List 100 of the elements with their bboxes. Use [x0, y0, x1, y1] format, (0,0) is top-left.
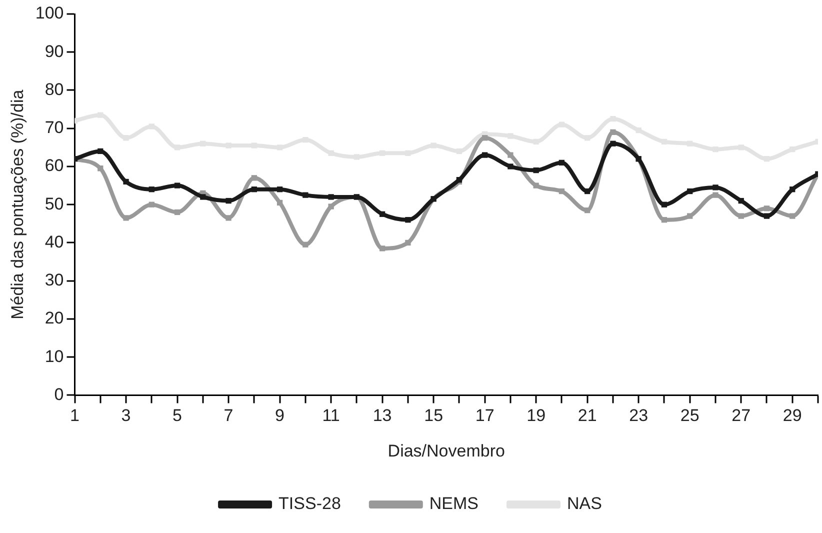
- point: [302, 192, 308, 198]
- point: [276, 186, 283, 192]
- point: [251, 142, 257, 148]
- point: [226, 215, 232, 221]
- point: [200, 194, 206, 200]
- point: [430, 142, 436, 148]
- point: [226, 198, 232, 204]
- point: [251, 186, 257, 192]
- point: [533, 182, 539, 188]
- point: [790, 186, 796, 192]
- x-tick-label: 13: [372, 406, 392, 426]
- point: [738, 144, 744, 150]
- x-axis-title: Dias/Novembro: [388, 441, 505, 460]
- point: [558, 122, 565, 128]
- point: [148, 124, 154, 130]
- y-tick-label: 20: [44, 308, 64, 328]
- point: [174, 144, 180, 150]
- point: [712, 184, 718, 190]
- point: [123, 135, 129, 141]
- y-tick-label: 60: [44, 156, 64, 176]
- point: [276, 144, 283, 150]
- point: [123, 178, 129, 185]
- point: [148, 202, 154, 208]
- point: [584, 188, 590, 194]
- x-tick-label: 11: [322, 406, 340, 426]
- point: [405, 150, 411, 156]
- line-series: [74, 112, 818, 162]
- point: [661, 138, 668, 145]
- y-tick-label: 70: [44, 118, 64, 138]
- point: [687, 188, 693, 194]
- y-tick-label: 50: [44, 194, 64, 214]
- point: [174, 182, 180, 188]
- point: [251, 175, 257, 181]
- legend-label: NEMS: [429, 494, 479, 514]
- x-tick-label: 17: [475, 406, 494, 426]
- point: [482, 135, 488, 141]
- x-tick-label: 1: [70, 406, 80, 426]
- point: [712, 192, 718, 198]
- y-tick-label: 30: [44, 270, 64, 290]
- point: [226, 142, 232, 148]
- point: [482, 152, 488, 158]
- x-tick-label: 15: [424, 406, 444, 426]
- point: [558, 188, 565, 194]
- point: [738, 213, 744, 219]
- point: [558, 160, 565, 166]
- y-tick-label: 0: [54, 384, 64, 404]
- point: [276, 200, 283, 206]
- point: [456, 148, 462, 154]
- point: [405, 240, 411, 246]
- point: [98, 148, 104, 154]
- legend-label: NAS: [567, 494, 602, 514]
- point: [712, 146, 718, 152]
- x-tick-label: 23: [629, 406, 648, 426]
- point: [379, 246, 386, 252]
- point: [610, 140, 616, 146]
- x-tick-label: 25: [680, 406, 700, 426]
- y-tick-label: 90: [44, 42, 64, 61]
- point: [328, 194, 334, 200]
- point: [98, 112, 104, 118]
- point: [508, 152, 514, 158]
- point: [764, 206, 770, 212]
- x-tick-label: 21: [578, 406, 597, 426]
- point: [584, 135, 590, 141]
- legend-label: TISS-28: [278, 494, 341, 514]
- y-tick-label: 10: [44, 346, 64, 366]
- point: [328, 150, 334, 156]
- point: [302, 242, 308, 248]
- x-tick-label: 29: [782, 406, 802, 426]
- point: [148, 186, 154, 192]
- point: [533, 138, 539, 145]
- point: [533, 167, 539, 174]
- point: [687, 213, 693, 219]
- point: [123, 215, 129, 221]
- y-axis-title: Média das pontuações (%)/dia: [8, 89, 27, 320]
- x-tick-label: 19: [526, 406, 546, 426]
- point: [764, 213, 770, 219]
- x-tick-label: 7: [224, 406, 234, 426]
- point: [790, 146, 796, 152]
- line-series: [74, 140, 818, 223]
- point: [98, 166, 104, 172]
- x-tick-label: 5: [172, 406, 182, 426]
- point: [661, 202, 668, 208]
- point: [661, 217, 668, 223]
- point: [354, 154, 360, 160]
- point: [610, 116, 616, 122]
- point: [508, 133, 514, 139]
- y-tick-label: 40: [44, 232, 64, 252]
- x-tick-label: 3: [121, 406, 131, 426]
- point: [328, 204, 334, 210]
- y-tick-label: 100: [35, 4, 64, 23]
- point: [405, 217, 411, 223]
- point: [764, 156, 770, 162]
- point: [687, 140, 693, 146]
- x-tick-label: 9: [275, 406, 285, 426]
- point: [379, 150, 386, 156]
- point: [200, 140, 206, 146]
- point: [302, 136, 308, 143]
- x-tick-label: 27: [732, 406, 751, 426]
- point: [790, 213, 796, 219]
- point: [174, 209, 180, 216]
